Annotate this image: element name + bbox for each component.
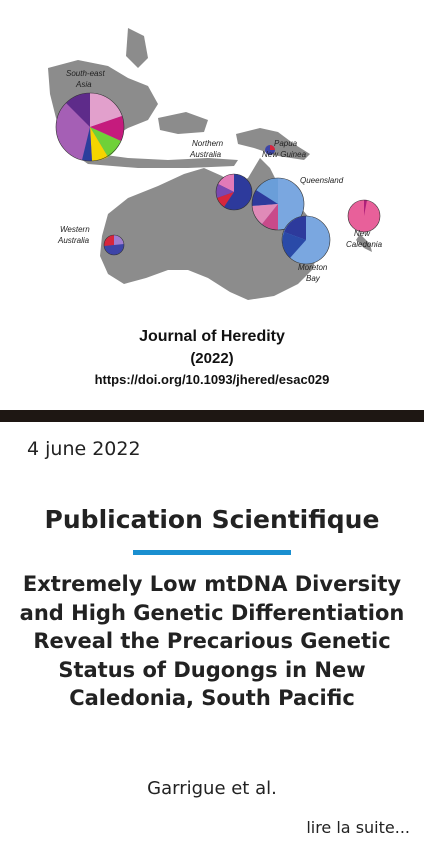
label-northern-australia-2: Australia [189, 150, 222, 159]
label-south-east-asia-2: Asia [75, 80, 92, 89]
pie-south-east-asia [55, 92, 125, 162]
label-queensland: Queensland [300, 176, 344, 185]
papua-new-guinea [236, 128, 310, 160]
section-divider [0, 410, 424, 422]
post-authors: Garrigue et al. [147, 778, 277, 799]
dugong-haplotype-map: South-east Asia Northern Australia Papua… [48, 28, 383, 300]
pie-western-australia [103, 234, 125, 256]
read-more-link[interactable]: lire la suite... [306, 818, 410, 837]
label-western-australia-2: Australia [57, 236, 90, 245]
post-date: 4 june 2022 [27, 438, 141, 460]
caption-doi: https://doi.org/10.1093/jhered/esac029 [94, 372, 330, 387]
label-papua-2: New Guinea [262, 150, 307, 159]
post-category: Publication Scientifique [44, 505, 380, 534]
pie-papua-new-guinea [265, 145, 275, 155]
label-new-caledonia-2: Caledonia [346, 240, 383, 249]
label-south-east-asia-1: South-east [66, 69, 105, 78]
pie-queensland [251, 177, 305, 231]
post-title[interactable]: Extremely Low mtDNA Diversity and High G… [19, 572, 405, 710]
article-figure[interactable]: South-east Asia Northern Australia Papua… [8, 8, 416, 410]
label-new-caledonia-1: New [354, 229, 371, 238]
pie-moreton-bay [281, 215, 331, 265]
label-moreton-bay-1: Moreton [298, 263, 328, 272]
label-western-australia-1: Western [60, 225, 90, 234]
label-papua-1: Papua [274, 139, 298, 148]
label-moreton-bay-2: Bay [306, 274, 321, 283]
accent-rule [133, 550, 291, 555]
pie-northern-australia [215, 173, 253, 211]
label-northern-australia-1: Northern [192, 139, 224, 148]
caption-year: (2022) [190, 350, 234, 367]
caption-journal: Journal of Heredity [139, 328, 285, 345]
pie-new-caledonia [347, 199, 381, 233]
